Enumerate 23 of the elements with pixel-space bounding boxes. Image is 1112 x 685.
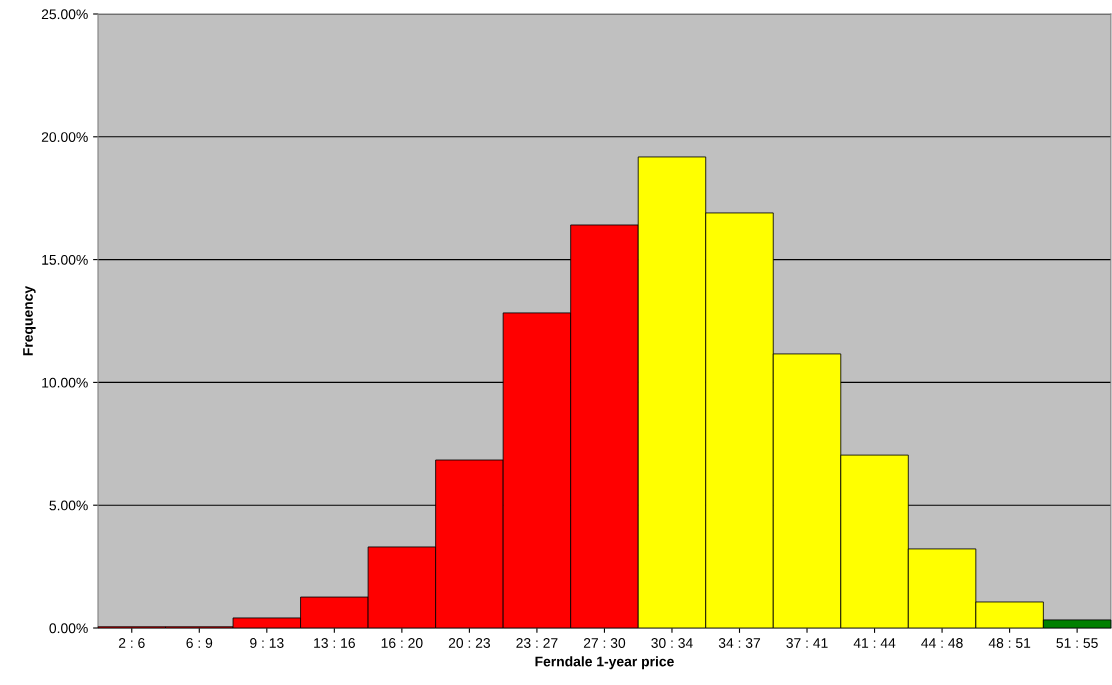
- x-tick-label: 6 : 9: [186, 638, 213, 648]
- x-tick-label: 41 : 44: [853, 638, 896, 648]
- x-tick-label: 13 : 16: [314, 638, 355, 648]
- x-tick-label: 16 : 20: [381, 638, 423, 648]
- x-axis-title: Ferndale 1-year price: [535, 656, 674, 670]
- y-tick-label: 20.00%: [41, 132, 88, 142]
- x-tick-label: 51 : 55: [1056, 638, 1098, 648]
- x-tick-label: 37 : 41: [786, 638, 828, 648]
- x-tick-label: 23 : 27: [516, 638, 558, 648]
- y-tick-label: 0.00%: [49, 623, 88, 634]
- x-tick-label: 30 : 34: [651, 638, 693, 648]
- y-tick-label: 10.00%: [42, 377, 88, 388]
- y-tick-label: 5.00%: [49, 500, 88, 511]
- x-tick-label: 48 : 51: [988, 638, 1031, 648]
- x-tick-label: 20 : 23: [448, 638, 491, 648]
- x-tick-label: 27 : 30: [583, 638, 626, 648]
- y-tick-label: 25.00%: [41, 9, 88, 20]
- x-tick-label: 44 : 48: [921, 638, 963, 648]
- y-tick-label: 15.00%: [42, 254, 88, 265]
- x-tick-label: 34 : 37: [718, 638, 761, 648]
- y-axis-title: Frequency: [23, 285, 36, 356]
- x-tick-label: 2 : 6: [118, 638, 145, 648]
- x-tick-label: 9 : 13: [250, 638, 284, 648]
